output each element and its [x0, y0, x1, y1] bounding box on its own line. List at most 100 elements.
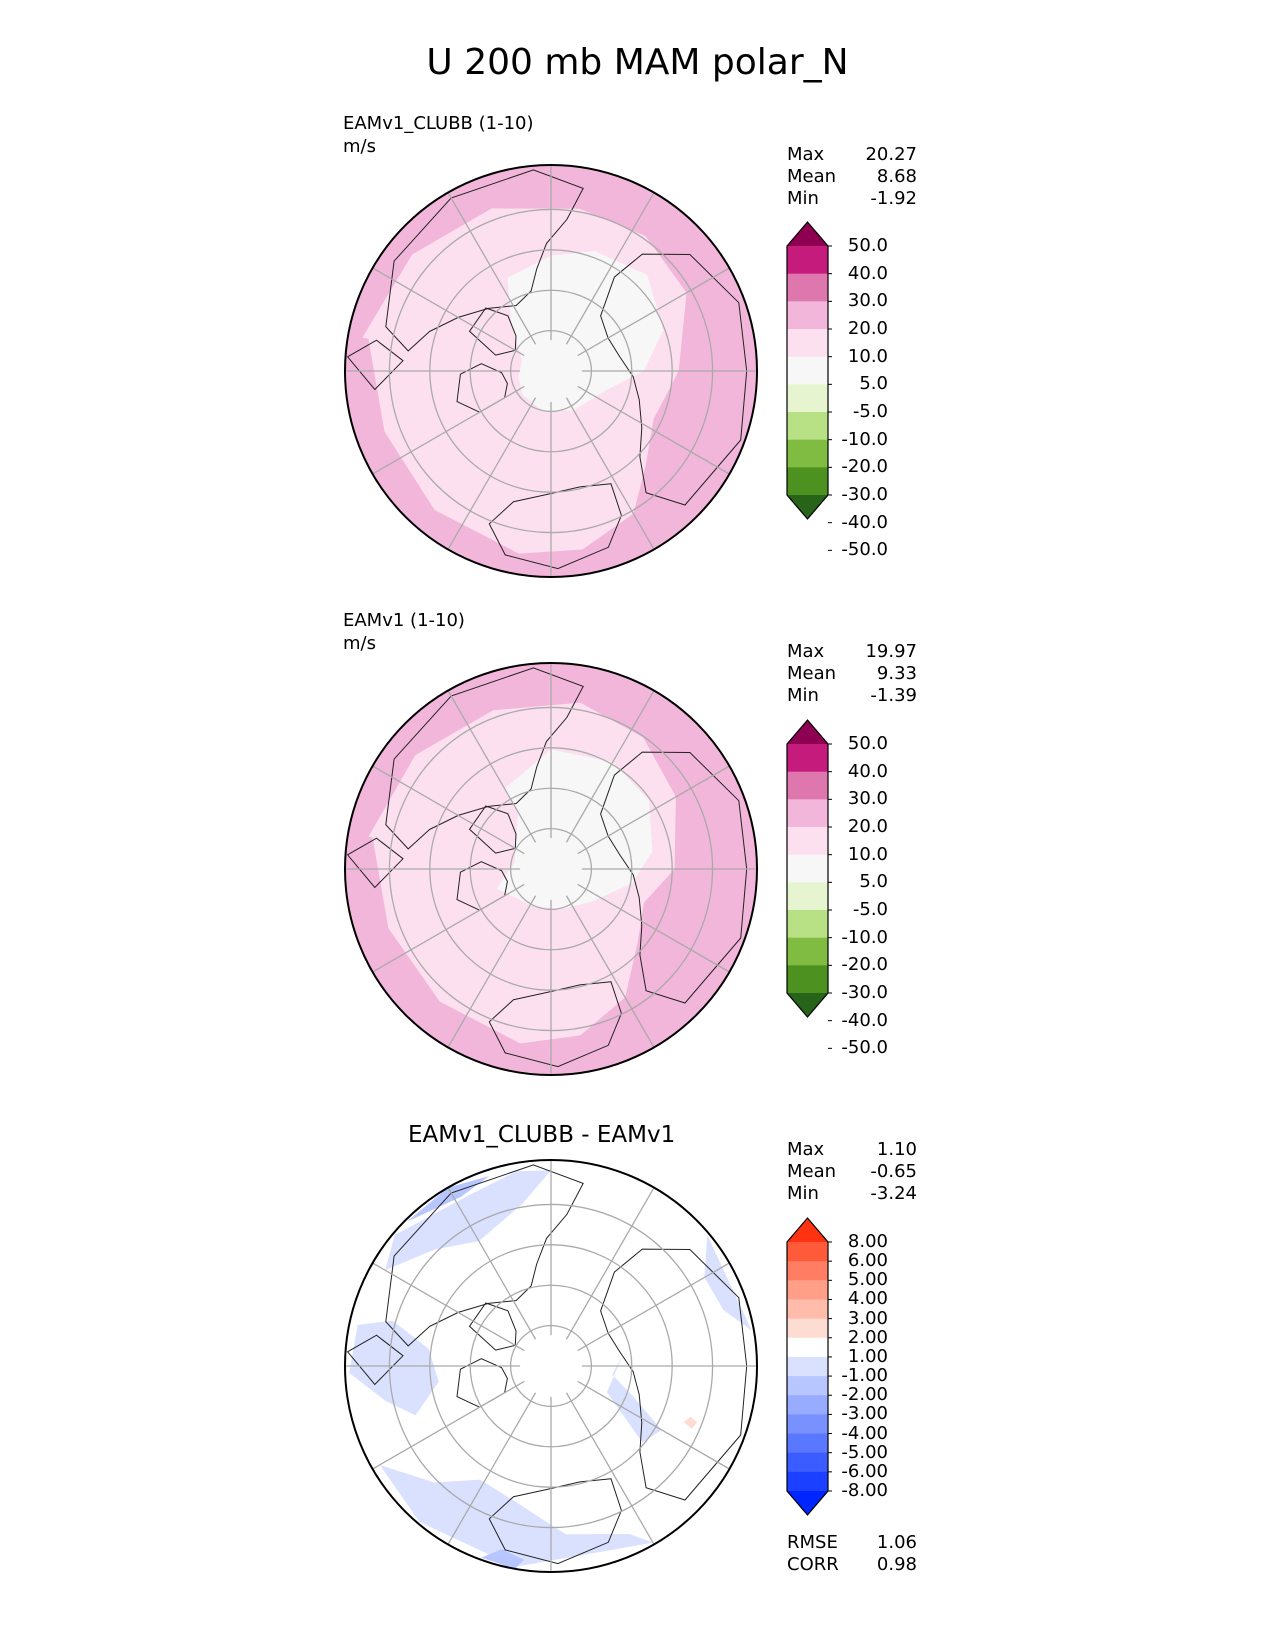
stat-value: -1.39	[870, 685, 917, 706]
meridian-line	[577, 385, 730, 475]
colorbar-tick-label: 20.0	[847, 318, 888, 339]
colorbar-tick-label: 5.00	[847, 1269, 888, 1291]
meridian-line	[565, 192, 655, 345]
stat-mean: Mean 8.68	[787, 166, 917, 188]
stat-label: Max	[787, 1139, 825, 1160]
map-boundary-2	[344, 662, 758, 1076]
stats-block-1: Max 20.27 Mean 8.68 Min -1.92	[787, 144, 917, 210]
stat-min: Min -1.39	[787, 685, 917, 707]
colorbar-band	[787, 439, 828, 468]
meridian-line	[565, 895, 655, 1048]
field-contour-3-5	[607, 1356, 662, 1443]
colorbar-band	[787, 771, 828, 800]
stat-min: Min -3.24	[787, 1183, 917, 1205]
colorbar-tick-label: 20.0	[847, 816, 888, 837]
stat-mean: Mean -0.65	[787, 1161, 917, 1183]
colorbar-tick-label: -5.0	[852, 899, 888, 920]
meridian-line	[565, 1187, 655, 1340]
colorbar-tick-label: 10.0	[847, 345, 888, 367]
coastline-3-0	[385, 1164, 584, 1347]
colorbar-band	[787, 910, 828, 939]
colorbar-band	[787, 246, 828, 275]
colorbar-band	[787, 965, 828, 994]
colorbar-tick-label: 2.00	[847, 1326, 888, 1348]
stat-label: Max	[787, 641, 825, 662]
meridian-line	[565, 397, 655, 550]
colorbar-tick-label: 30.0	[847, 788, 888, 810]
panel-units-2: m/s	[343, 633, 376, 654]
coastline-1-2	[488, 483, 622, 570]
colorbar-extend-min	[787, 993, 828, 1017]
colorbar-band	[787, 799, 828, 828]
coastline-2-2	[488, 981, 622, 1068]
colorbar-tick-label: -10.0	[841, 926, 888, 948]
colorbar-tick-label: -30.0	[841, 484, 888, 505]
meridian-line	[372, 765, 525, 855]
stat-max: Max 19.97	[787, 641, 917, 663]
colorbar-tick-label: -20.0	[841, 456, 888, 478]
colorbar-tick-label: 3.00	[847, 1307, 888, 1329]
meridian-line	[577, 765, 730, 855]
metric-rmse: RMSE 1.06	[787, 1532, 917, 1554]
colorbar-band	[787, 1471, 828, 1492]
meridian-line	[447, 1392, 537, 1545]
colorbar-band	[787, 1376, 828, 1396]
metric-label: RMSE	[787, 1532, 838, 1553]
colorbar-tick-label: -3.00	[841, 1403, 888, 1425]
colorbar-band	[787, 301, 828, 330]
colorbar-extend-max	[787, 720, 828, 744]
panel-title-2: EAMv1 (1-10)	[343, 610, 465, 631]
map-boundary-1	[344, 164, 758, 578]
colorbar-tick-label: 40.0	[847, 262, 888, 284]
stat-label: Min	[787, 188, 819, 209]
colorbar-tick-label: -5.00	[841, 1441, 888, 1463]
colorbar-tick-label: 40.0	[847, 760, 888, 782]
stat-value: -0.65	[870, 1161, 917, 1182]
coastline-1-5	[346, 339, 404, 391]
stat-label: Mean	[787, 166, 837, 187]
colorbar-tick-label: 30.0	[847, 290, 888, 312]
meridian-line	[372, 1262, 525, 1352]
colorbar-tick-label: -5.0	[852, 401, 888, 422]
meridian-line	[372, 267, 525, 357]
colorbar-extend-min	[787, 495, 828, 519]
meridian-line	[447, 895, 537, 1048]
meridian-line	[565, 690, 655, 843]
meridian-line	[447, 1187, 537, 1340]
colorbar-tick-label: 5.0	[859, 373, 888, 395]
meridian-line	[577, 883, 730, 973]
colorbar-tick-label: 6.00	[847, 1250, 888, 1272]
meridian-line	[447, 192, 537, 345]
meridian-line	[447, 397, 537, 550]
colorbar-band	[787, 1318, 828, 1339]
polar-map-3	[345, 1160, 757, 1572]
coastline-3-2	[488, 1478, 622, 1565]
colorbar-tick-label: 50.0	[847, 733, 888, 754]
colorbar-band	[787, 467, 828, 496]
stat-label: Mean	[787, 1161, 837, 1182]
colorbar-band	[787, 1452, 828, 1473]
meridian-line	[577, 1262, 730, 1352]
stat-max: Max 20.27	[787, 144, 917, 166]
colorbar-tick-label: -30.0	[841, 982, 888, 1003]
colorbar-2	[786, 719, 832, 1049]
colorbar-tick-label: -8.00	[841, 1480, 888, 1501]
coastline-1-1	[600, 253, 748, 506]
stat-label: Min	[787, 685, 819, 706]
colorbar-tick-label: -4.00	[841, 1422, 888, 1444]
colorbar-band	[787, 854, 828, 883]
colorbar-band	[787, 384, 828, 413]
panel-units-1: m/s	[343, 136, 376, 157]
colorbar-tick-label: 50.0	[847, 235, 888, 256]
colorbar-extend-max	[787, 222, 828, 246]
main-title: U 200 mb MAM polar_N	[426, 42, 849, 83]
colorbar-band	[787, 412, 828, 441]
meridian-line	[577, 267, 730, 357]
colorbar-tick-label: -2.00	[841, 1384, 888, 1406]
colorbar-tick-label: -50.0	[841, 539, 888, 561]
stat-value: 20.27	[865, 144, 917, 165]
field-contour-3-7	[481, 1549, 524, 1569]
metric-value: 0.98	[876, 1554, 917, 1575]
colorbar-tick-label: -1.00	[841, 1365, 888, 1387]
colorbar-band	[787, 1395, 828, 1415]
